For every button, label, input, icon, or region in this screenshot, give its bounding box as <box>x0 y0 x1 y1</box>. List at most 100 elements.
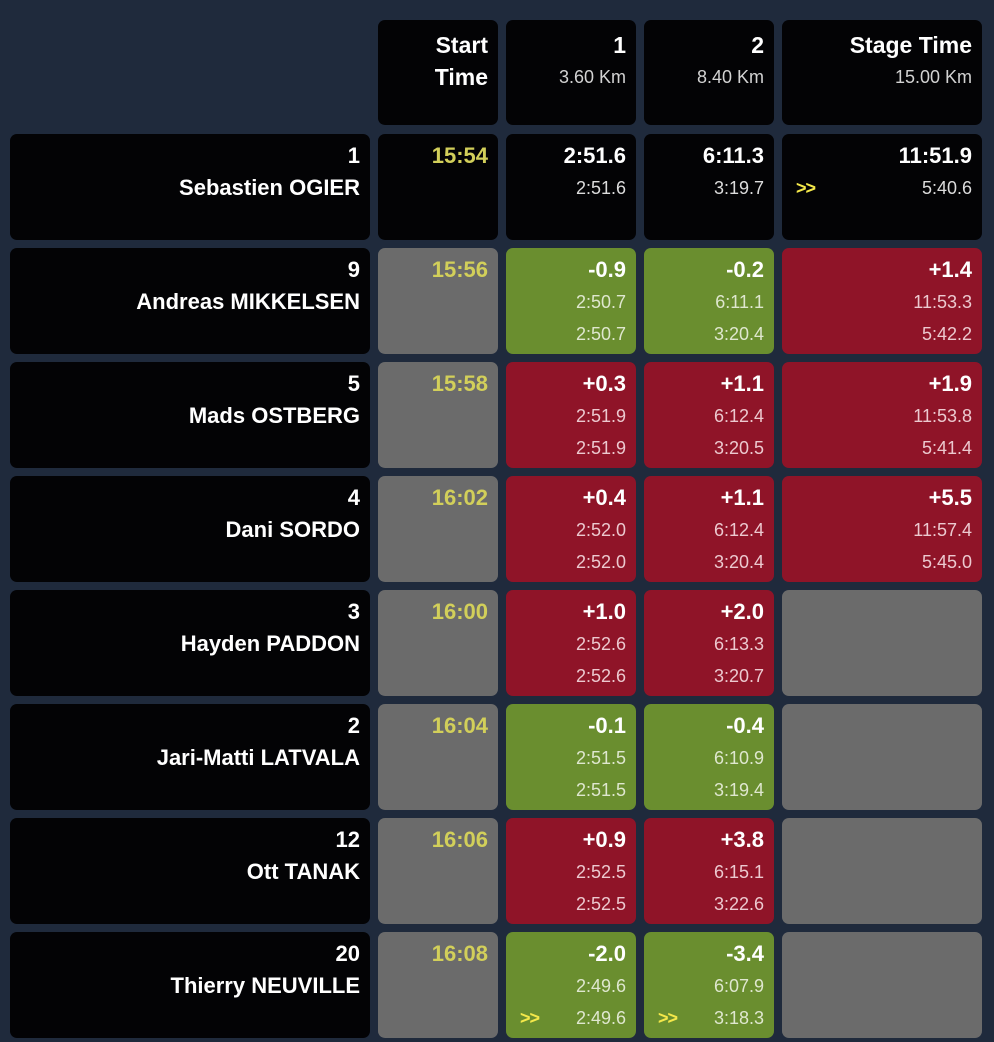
header-split-1: 1 3.60 Km <box>506 20 636 125</box>
header-split-distance: 8.40 Km <box>696 67 764 87</box>
stage-time-cell[interactable]: 11:51.9 >> 5:40.6 <box>782 134 982 240</box>
split-2-cell[interactable]: -3.4 6:07.9 >> 3:18.3 <box>644 932 774 1038</box>
split-1-cell[interactable]: +0.3 2:51.9 2:51.9 <box>506 362 636 468</box>
stage-time-cell-main: +1.9 <box>928 371 972 396</box>
header-split-distance: 3.60 Km <box>558 67 626 87</box>
driver-cell[interactable]: 5 Mads OSTBERG <box>10 362 370 468</box>
split-1-cell-cumulative-text: 2:51.6 <box>575 178 626 198</box>
split-2-cell-sector: 3:22.6 <box>644 888 764 920</box>
split-1-cell[interactable]: -0.1 2:51.5 2:51.5 <box>506 704 636 810</box>
header-start-time: Start Time <box>378 20 498 125</box>
driver-cell[interactable]: 1 Sebastien OGIER <box>10 134 370 240</box>
split-1-cell-sector: >> 2:49.6 <box>506 1002 626 1034</box>
split-1-cell-cumulative: 2:49.6 <box>506 970 626 1002</box>
split-2-cell-cumulative: 3:19.7 <box>644 172 764 204</box>
split-1-cell-sector: 2:52.5 <box>506 888 626 920</box>
split-2-cell-cumulative-text: 6:12.4 <box>713 406 764 426</box>
fastest-marker-icon: >> <box>796 178 816 198</box>
fastest-marker-icon: >> <box>658 1008 678 1028</box>
driver-cell[interactable]: 3 Hayden PADDON <box>10 590 370 696</box>
start-time-cell: 15:54 <box>378 134 498 240</box>
stage-time-cell-cumulative-text: 11:53.8 <box>913 406 972 426</box>
stage-time-cell-sector: 5:45.0 <box>782 546 972 578</box>
stage-time-cell-main: 11:51.9 <box>898 143 972 168</box>
driver-name: Dani SORDO <box>225 517 360 542</box>
split-1-cell-sector-text: 2:51.9 <box>575 438 626 458</box>
split-1-cell-main: +0.9 <box>582 827 626 852</box>
split-1-cell[interactable]: -0.9 2:50.7 2:50.7 <box>506 248 636 354</box>
split-1-cell-sector: 2:52.6 <box>506 660 626 692</box>
split-2-cell-sector-text: 3:20.4 <box>713 324 764 344</box>
split-1-cell[interactable]: -2.0 2:49.6 >> 2:49.6 <box>506 932 636 1038</box>
split-2-cell-main: -0.2 <box>726 257 764 282</box>
split-2-cell-main: +3.8 <box>720 827 764 852</box>
split-2-cell[interactable]: -0.4 6:10.9 3:19.4 <box>644 704 774 810</box>
split-1-cell-sector: 2:51.9 <box>506 432 626 464</box>
header-start-line2: Time <box>434 64 488 90</box>
split-2-cell-cumulative-text: 6:13.3 <box>713 634 764 654</box>
driver-cell[interactable]: 2 Jari-Matti LATVALA <box>10 704 370 810</box>
car-number: 5 <box>347 371 360 396</box>
driver-cell[interactable]: 20 Thierry NEUVILLE <box>10 932 370 1038</box>
car-number: 4 <box>347 485 360 510</box>
stage-time-cell[interactable] <box>782 704 982 810</box>
split-2-cell[interactable]: 6:11.3 3:19.7 <box>644 134 774 240</box>
stage-time-cell-cumulative: 11:53.8 <box>782 400 972 432</box>
stage-time-cell-main: +1.4 <box>928 257 972 282</box>
stage-time-cell[interactable]: +1.4 11:53.3 5:42.2 <box>782 248 982 354</box>
start-time: 16:00 <box>431 599 488 624</box>
split-1-cell-main: -0.9 <box>588 257 626 282</box>
split-1-cell-cumulative: 2:52.0 <box>506 514 626 546</box>
driver-name: Mads OSTBERG <box>188 403 360 428</box>
driver-name: Thierry NEUVILLE <box>170 973 360 998</box>
car-number: 9 <box>347 257 360 282</box>
fastest-marker-icon: >> <box>520 1008 540 1028</box>
split-2-cell-sector: 3:20.7 <box>644 660 764 692</box>
split-1-cell[interactable]: 2:51.6 2:51.6 <box>506 134 636 240</box>
stage-time-cell[interactable] <box>782 932 982 1038</box>
split-1-cell-sector-text: 2:49.6 <box>575 1008 626 1028</box>
split-1-cell-cumulative: 2:52.6 <box>506 628 626 660</box>
stage-time-cell-cumulative-text: 5:40.6 <box>921 178 972 198</box>
split-1-cell-cumulative-text: 2:52.6 <box>575 634 626 654</box>
split-1-cell-main: +0.4 <box>582 485 626 510</box>
stage-time-cell[interactable]: +5.5 11:57.4 5:45.0 <box>782 476 982 582</box>
split-2-cell[interactable]: +3.8 6:15.1 3:22.6 <box>644 818 774 924</box>
split-1-cell-sector-text: 2:50.7 <box>575 324 626 344</box>
split-1-cell-main: +1.0 <box>582 599 626 624</box>
split-2-cell-cumulative: 6:10.9 <box>644 742 764 774</box>
split-1-cell-cumulative-text: 2:49.6 <box>575 976 626 996</box>
split-2-cell-cumulative-text: 3:19.7 <box>713 178 764 198</box>
stage-time-cell[interactable] <box>782 590 982 696</box>
start-time-cell: 16:02 <box>378 476 498 582</box>
stage-time-cell[interactable] <box>782 818 982 924</box>
split-2-cell-cumulative-text: 6:12.4 <box>713 520 764 540</box>
split-2-cell[interactable]: +1.1 6:12.4 3:20.5 <box>644 362 774 468</box>
driver-cell[interactable]: 12 Ott TANAK <box>10 818 370 924</box>
split-2-cell-main: +1.1 <box>720 371 764 396</box>
driver-name: Andreas MIKKELSEN <box>136 289 360 314</box>
split-1-cell-cumulative: 2:52.5 <box>506 856 626 888</box>
stage-time-cell-cumulative: 11:53.3 <box>782 286 972 318</box>
split-2-cell[interactable]: -0.2 6:11.1 3:20.4 <box>644 248 774 354</box>
driver-cell[interactable]: 9 Andreas MIKKELSEN <box>10 248 370 354</box>
split-2-cell-cumulative: 6:15.1 <box>644 856 764 888</box>
driver-cell[interactable]: 4 Dani SORDO <box>10 476 370 582</box>
driver-name: Ott TANAK <box>246 859 360 884</box>
start-time: 15:56 <box>431 257 488 282</box>
split-1-cell-cumulative: 2:51.6 <box>506 172 626 204</box>
split-1-cell-cumulative: 2:51.5 <box>506 742 626 774</box>
split-1-cell-cumulative: 2:51.9 <box>506 400 626 432</box>
stage-time-cell[interactable]: +1.9 11:53.8 5:41.4 <box>782 362 982 468</box>
start-time: 16:02 <box>431 485 488 510</box>
split-1-cell-main: 2:51.6 <box>563 143 626 168</box>
split-2-cell-cumulative: 6:12.4 <box>644 514 764 546</box>
split-1-cell[interactable]: +0.9 2:52.5 2:52.5 <box>506 818 636 924</box>
start-time: 16:08 <box>431 941 488 966</box>
split-1-cell-cumulative-text: 2:52.0 <box>575 520 626 540</box>
split-2-cell[interactable]: +2.0 6:13.3 3:20.7 <box>644 590 774 696</box>
split-2-cell-sector: 3:20.4 <box>644 318 764 350</box>
split-2-cell[interactable]: +1.1 6:12.4 3:20.4 <box>644 476 774 582</box>
split-1-cell[interactable]: +0.4 2:52.0 2:52.0 <box>506 476 636 582</box>
split-1-cell[interactable]: +1.0 2:52.6 2:52.6 <box>506 590 636 696</box>
